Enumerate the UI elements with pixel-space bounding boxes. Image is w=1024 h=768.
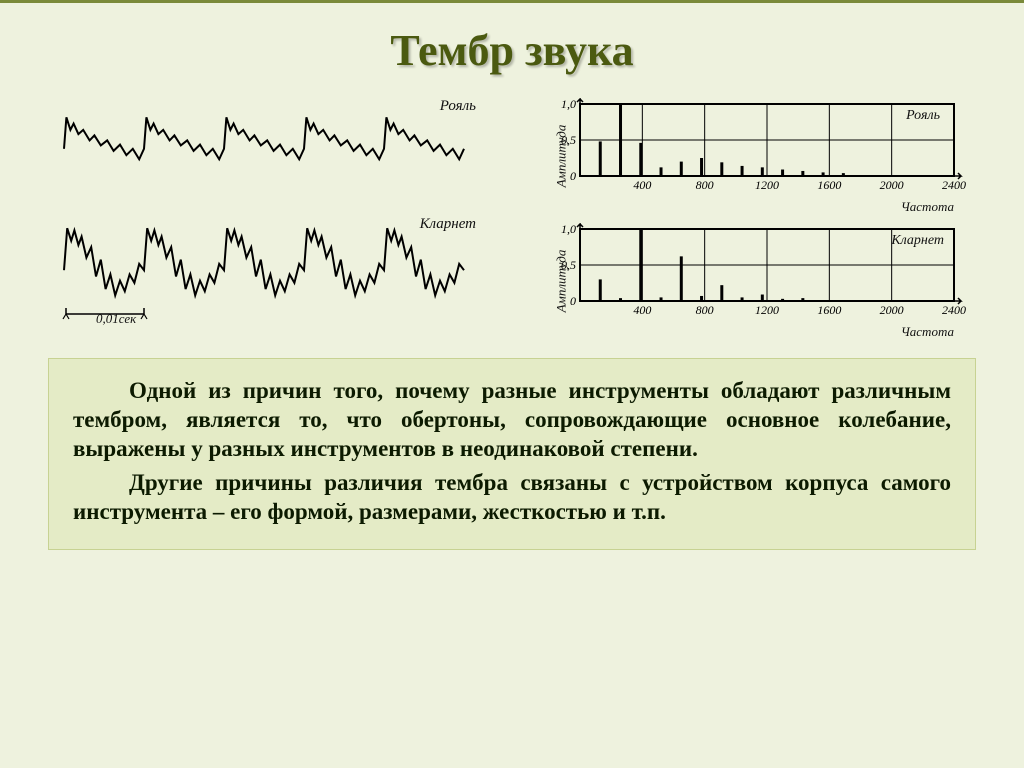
waveform-piano-label: Рояль xyxy=(440,98,476,115)
spectrum-piano-ylabel: Амплитуда xyxy=(553,124,569,187)
svg-text:1200: 1200 xyxy=(755,178,779,192)
svg-text:0: 0 xyxy=(570,294,576,308)
svg-text:2000: 2000 xyxy=(880,178,904,192)
svg-text:400: 400 xyxy=(633,303,651,317)
svg-text:1,0: 1,0 xyxy=(561,223,576,236)
paragraph-2: Другие причины различия тембра связаны с… xyxy=(73,469,951,527)
svg-text:1200: 1200 xyxy=(755,303,779,317)
svg-text:400: 400 xyxy=(633,178,651,192)
waveform-clarinet-label: Кларнет xyxy=(420,216,476,233)
spectrum-piano: Амплитуда 00,51,04008001200160020002400 … xyxy=(532,98,972,213)
waveform-piano-svg xyxy=(52,98,482,208)
svg-text:800: 800 xyxy=(696,303,714,317)
charts-row: Рояль Кларнет 0,01сек Амплитуда 00,51,04… xyxy=(48,98,976,338)
page-title: Тембр звука xyxy=(48,25,976,76)
spectrum-piano-xlabel: Частота xyxy=(901,199,954,215)
spectrum-clarinet-ylabel: Амплитуда xyxy=(553,249,569,312)
svg-text:2000: 2000 xyxy=(880,303,904,317)
spectrum-column: Амплитуда 00,51,04008001200160020002400 … xyxy=(532,98,972,338)
waveform-column: Рояль Кларнет 0,01сек xyxy=(52,98,482,326)
spectrum-clarinet-label: Кларнет xyxy=(891,233,944,249)
svg-text:2400: 2400 xyxy=(942,178,966,192)
svg-text:1600: 1600 xyxy=(817,178,841,192)
svg-text:0: 0 xyxy=(570,169,576,183)
time-scale-label: 0,01сек xyxy=(96,311,136,327)
spectrum-clarinet: Амплитуда 00,51,04008001200160020002400 … xyxy=(532,223,972,338)
svg-text:2400: 2400 xyxy=(942,303,966,317)
slide: Тембр звука Рояль Кларнет 0,01сек Амплит… xyxy=(0,0,1024,768)
waveform-clarinet: Кларнет 0,01сек xyxy=(52,216,482,326)
spectrum-clarinet-xlabel: Частота xyxy=(901,324,954,340)
waveform-clarinet-svg xyxy=(52,216,482,326)
svg-text:1600: 1600 xyxy=(817,303,841,317)
svg-text:1,0: 1,0 xyxy=(561,98,576,111)
waveform-piano: Рояль xyxy=(52,98,482,208)
svg-text:800: 800 xyxy=(696,178,714,192)
description-text-box: Одной из причин того, почему разные инст… xyxy=(48,358,976,550)
spectrum-piano-label: Рояль xyxy=(906,108,940,124)
paragraph-1: Одной из причин того, почему разные инст… xyxy=(73,377,951,463)
